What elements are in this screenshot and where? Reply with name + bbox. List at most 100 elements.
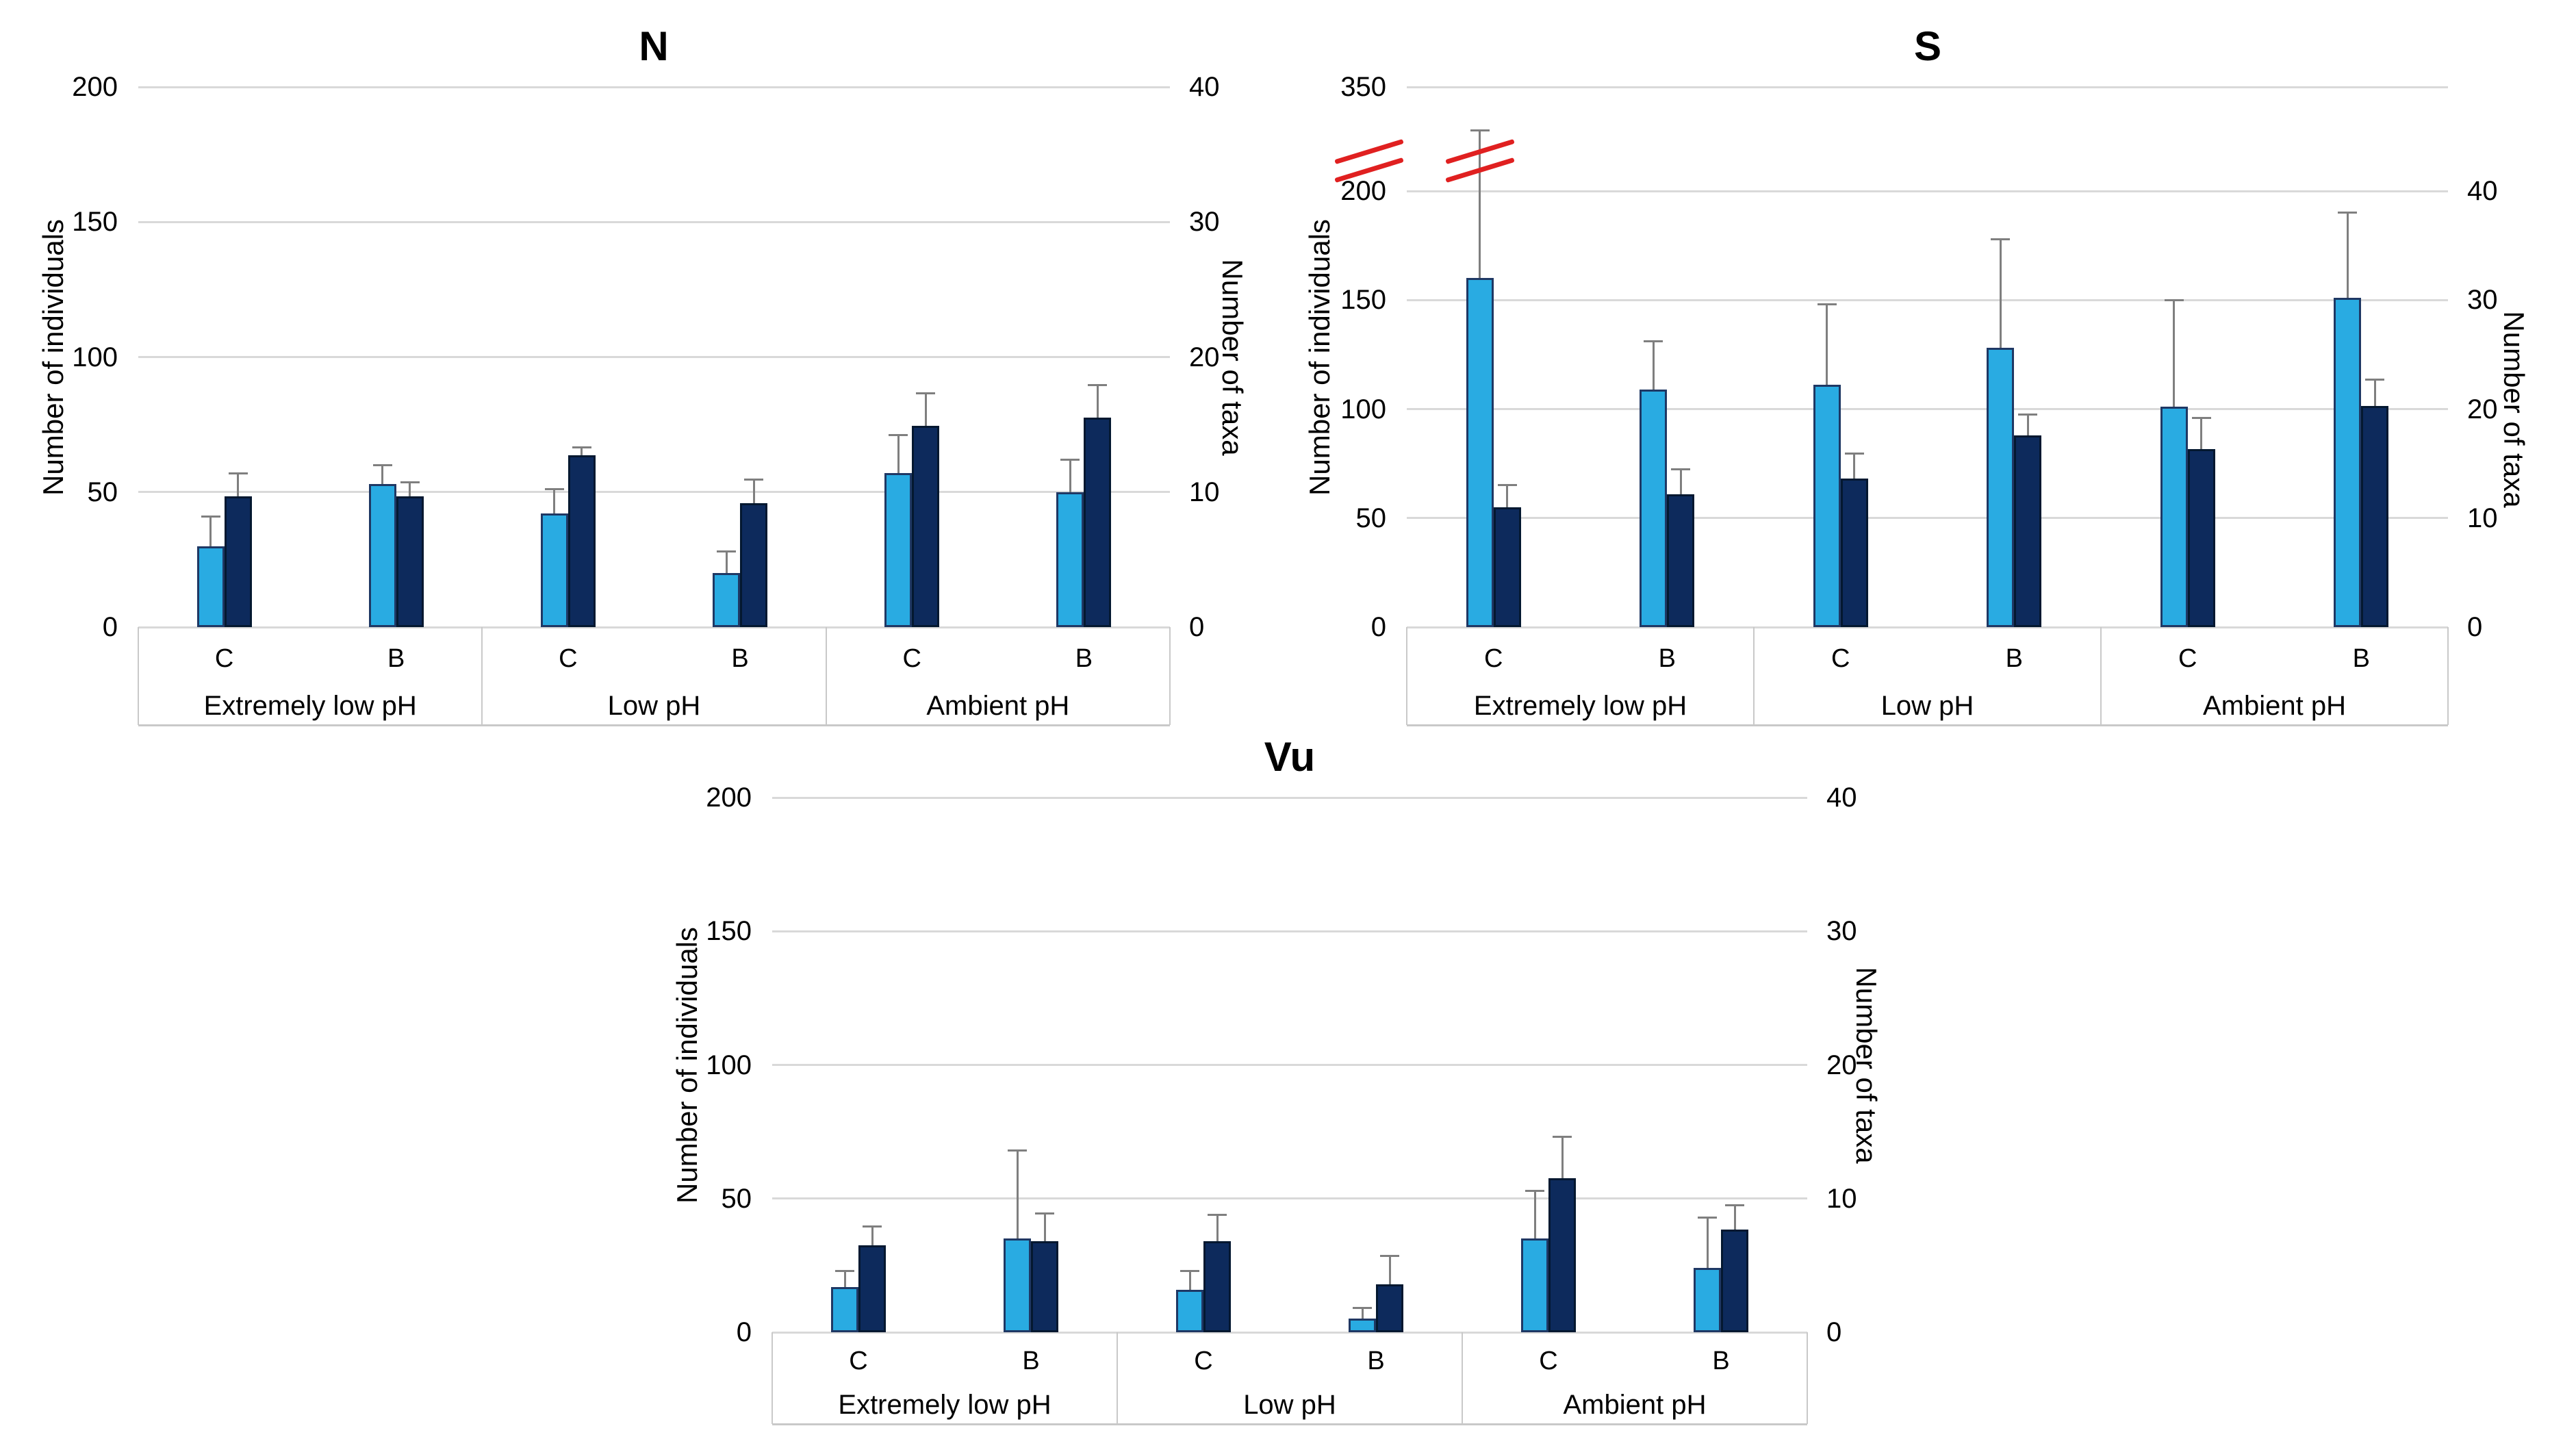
y-axis-label-left: Number of individuals [671,926,703,1204]
bar-taxa [2187,449,2215,627]
error-bar-cap [544,488,564,491]
bar-taxa [1084,418,1112,627]
error-bar [1652,341,1655,390]
error-bar [1506,485,1509,507]
category-table-bottom-border [138,724,1170,726]
error-bar-cap [1553,1136,1572,1139]
bar-taxa [1031,1241,1058,1332]
gridline [138,86,1170,88]
group-label: Extremely low pH [1473,690,1687,721]
error-bar [1533,1191,1536,1239]
bar-individuals [2160,407,2188,627]
gridline [138,356,1170,358]
subgroup-label: B [731,644,749,674]
error-bar-cap [2191,416,2211,419]
subgroup-label: C [1831,644,1850,674]
error-bar [581,447,583,456]
bar-taxa [740,503,768,627]
y-axis-tick-left: 150 [1340,285,1386,316]
subgroup-label: B [1712,1346,1730,1375]
y-axis-tick-left: 0 [736,1317,752,1347]
subgroup-label: B [1367,1346,1385,1375]
error-bar [2026,414,2029,435]
error-bar [1016,1150,1019,1239]
error-bar [1388,1256,1391,1284]
error-bar-cap [863,1225,882,1228]
y-axis-tick-left: 200 [706,783,752,813]
y-axis-tick-right: 0 [2467,612,2483,642]
y-axis-tick-right: 0 [1826,1317,1842,1347]
group-label: Low pH [1243,1390,1336,1421]
gridline [138,491,1170,494]
bar-taxa [1667,494,1695,627]
y-axis-label-left: Number of individuals [1303,218,1336,496]
bar-individuals [540,513,568,627]
y-axis-tick-right: 40 [1189,72,1220,102]
error-bar-cap [717,550,737,553]
error-bar [1826,304,1828,385]
y-axis-tick-right: 10 [1826,1183,1857,1214]
category-divider [771,1332,773,1424]
bar-taxa [858,1245,886,1332]
error-bar-cap [1844,453,1864,455]
bar-individuals [884,473,913,627]
gridline [1407,298,2448,301]
error-bar [1096,385,1099,418]
bar-individuals [196,546,225,627]
subgroup-label: B [1022,1346,1040,1375]
group-label: Ambient pH [2203,690,2346,721]
error-bar [2200,418,2203,450]
chart-title-S: S [1913,23,1942,69]
bar-individuals [1640,389,1668,627]
bar-taxa [224,496,252,627]
bar-individuals [1987,348,2015,627]
y-axis-label-right: Number of taxa [1850,966,1883,1164]
y-axis-tick-right: 30 [1189,207,1220,238]
error-bar [1733,1205,1736,1230]
error-bar-cap [835,1269,854,1272]
bar-individuals [1466,278,1494,627]
y-axis-tick-left: 200 [1340,176,1386,206]
bar-taxa [1840,479,1868,627]
error-bar [409,482,411,496]
bar-individuals [1349,1319,1376,1332]
bar-taxa [1376,1284,1403,1332]
category-divider [2447,627,2449,725]
error-bar [924,393,927,427]
subgroup-label: B [2352,644,2370,674]
error-bar [1069,459,1071,492]
error-bar-cap [1060,458,1080,461]
error-bar-cap [1380,1255,1399,1258]
y-axis-tick-left: 100 [706,1050,752,1080]
y-axis-label-right: Number of taxa [2498,310,2530,508]
error-bar-cap [916,392,936,395]
subgroup-label: C [2178,644,2197,674]
bar-individuals [1176,1289,1203,1332]
gridline [138,626,1170,628]
gridline [1407,408,2448,410]
error-bar [1479,130,1481,279]
error-bar [752,479,755,503]
subgroup-label: C [1484,644,1503,674]
category-divider [1462,1332,1463,1424]
subgroup-label: C [559,644,578,674]
error-bar [897,435,900,474]
category-divider [1406,627,1407,725]
gridline [1407,517,2448,520]
category-divider [138,627,139,725]
y-axis-tick-left: 50 [87,476,118,507]
error-bar-cap [1470,129,1490,132]
bar-individuals [1521,1238,1548,1332]
error-bar [1679,469,1682,494]
subgroup-label: B [1658,644,1676,674]
group-label: Extremely low pH [203,690,417,721]
error-bar-cap [1725,1204,1744,1206]
y-axis-label-left: Number of individuals [37,218,69,496]
error-bar-cap [572,446,591,449]
y-axis-tick-left: 100 [72,342,118,372]
y-axis-tick-left: 0 [102,612,118,642]
category-divider [1169,627,1171,725]
bar-taxa [912,426,940,627]
error-bar [1216,1215,1219,1242]
